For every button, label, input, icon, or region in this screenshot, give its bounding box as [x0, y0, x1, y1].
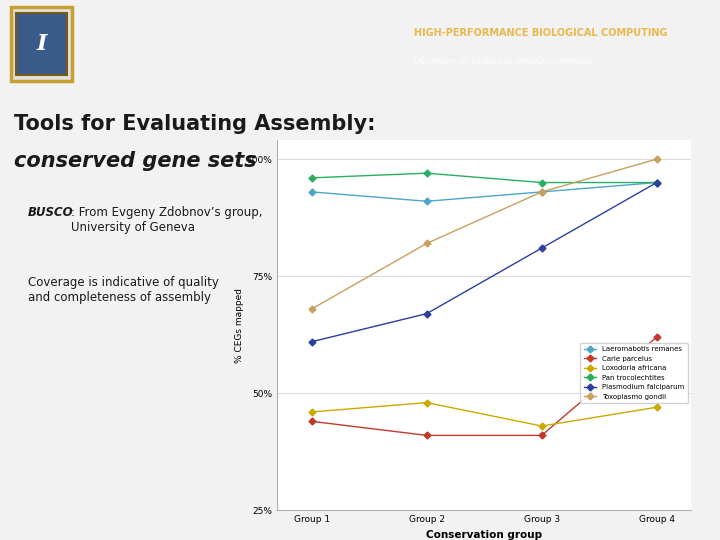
- Y-axis label: % CEGs mapped: % CEGs mapped: [235, 288, 243, 363]
- Plasmodium falciparum: [307, 339, 316, 345]
- Bar: [11, 7, 72, 81]
- Loxodoria africana: [652, 404, 661, 410]
- Text: HIGH-PERFORMANCE BIOLOGICAL COMPUTING: HIGH-PERFORMANCE BIOLOGICAL COMPUTING: [414, 29, 667, 38]
- Carie parcelus: [537, 432, 546, 438]
- Pan trocolechtites: [307, 174, 316, 181]
- Line: Pan trocolechtites: Pan trocolechtites: [310, 171, 659, 185]
- Pan trocolechtites: [652, 179, 661, 186]
- Toxoplasmo gondii: [537, 188, 546, 195]
- Carie parcelus: [423, 432, 431, 438]
- Loxodoria africana: [307, 409, 316, 415]
- Legend: Laeromabotis remanes, Carie parcelus, Loxodoria africana, Pan trocolechtites, Pl: Laeromabotis remanes, Carie parcelus, Lo…: [580, 342, 688, 403]
- Toxoplasmo gondii: [423, 240, 431, 247]
- Bar: [16, 13, 67, 75]
- Carie parcelus: [652, 334, 661, 340]
- Toxoplasmo gondii: [652, 156, 661, 163]
- Line: Loxodoria africana: Loxodoria africana: [310, 400, 659, 428]
- Laeromabotis remanes: [537, 188, 546, 195]
- Pan trocolechtites: [423, 170, 431, 177]
- Text: Tools for Evaluating Assembly:: Tools for Evaluating Assembly:: [14, 114, 376, 134]
- Plasmodium falciparum: [652, 179, 661, 186]
- Text: conserved gene sets: conserved gene sets: [14, 151, 256, 171]
- Text: Coverage is indicative of quality
and completeness of assembly: Coverage is indicative of quality and co…: [28, 276, 219, 304]
- Plasmodium falciparum: [423, 310, 431, 317]
- Toxoplasmo gondii: [307, 306, 316, 312]
- Line: Plasmodium falciparum: Plasmodium falciparum: [310, 180, 659, 344]
- Loxodoria africana: [537, 423, 546, 429]
- Text: I: I: [37, 33, 47, 55]
- Text: UNIVERSITY OF ILLINOIS AT URBANA-CHAMPAIGN: UNIVERSITY OF ILLINOIS AT URBANA-CHAMPAI…: [414, 59, 592, 65]
- Line: Carie parcelus: Carie parcelus: [310, 335, 659, 438]
- Laeromabotis remanes: [423, 198, 431, 205]
- Text: BUSCO: BUSCO: [28, 206, 73, 219]
- Laeromabotis remanes: [307, 188, 316, 195]
- Carie parcelus: [307, 418, 316, 424]
- Line: Laeromabotis remanes: Laeromabotis remanes: [310, 180, 659, 204]
- Plasmodium falciparum: [537, 245, 546, 251]
- Laeromabotis remanes: [652, 179, 661, 186]
- Loxodoria africana: [423, 400, 431, 406]
- Pan trocolechtites: [537, 179, 546, 186]
- Line: Toxoplasmo gondii: Toxoplasmo gondii: [310, 157, 659, 312]
- Text: : From Evgeny Zdobnov’s group,
University of Geneva: : From Evgeny Zdobnov’s group, Universit…: [71, 206, 263, 234]
- X-axis label: Conservation group: Conservation group: [426, 530, 542, 539]
